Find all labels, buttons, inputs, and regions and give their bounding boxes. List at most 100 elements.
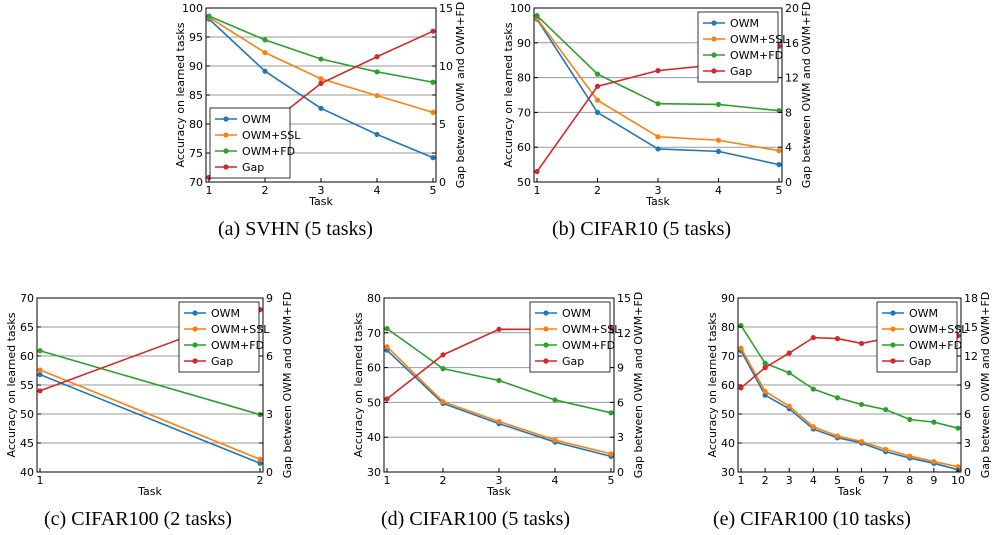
y2-axis-label: Gap between OWM and OWM+FD — [454, 2, 467, 189]
data-point — [907, 453, 913, 459]
y-tick-label: 80 — [189, 118, 203, 131]
data-point — [262, 68, 268, 74]
data-point — [858, 340, 865, 347]
data-point — [262, 37, 268, 43]
data-point — [594, 97, 601, 103]
legend-label: OWM+FD — [562, 339, 615, 352]
series-line-owm-ssl — [39, 369, 261, 460]
y-tick-label: 90 — [189, 60, 203, 73]
y2-tick-label: 16 — [785, 37, 799, 50]
legend-marker — [223, 164, 229, 170]
x-tick-label: 3 — [655, 184, 662, 197]
y-tick-label: 30 — [721, 466, 735, 479]
y2-tick-label: 3 — [266, 408, 273, 421]
legend-label: OWM+SSL — [242, 129, 301, 142]
data-point — [655, 146, 661, 152]
y2-tick-label: 15 — [439, 2, 453, 15]
legend-marker — [223, 116, 229, 122]
data-point — [955, 425, 961, 431]
data-point — [834, 336, 841, 342]
legend-marker — [890, 326, 896, 332]
legend-marker — [543, 358, 549, 364]
x-axis-label: Task — [308, 195, 333, 208]
data-point — [374, 54, 380, 60]
data-point — [907, 416, 913, 423]
x-tick-label: 1 — [738, 474, 745, 487]
legend-marker — [192, 310, 198, 316]
series-line-owm-fd — [39, 350, 261, 416]
y-tick-label: 100 — [182, 2, 203, 15]
data-point — [318, 80, 324, 86]
data-point — [496, 418, 502, 425]
data-point — [440, 352, 446, 358]
data-point — [262, 50, 268, 56]
x-tick-label: 5 — [776, 184, 783, 197]
y-tick-label: 50 — [721, 408, 735, 421]
x-axis-label: Task — [645, 195, 670, 208]
y-tick-label: 70 — [517, 106, 531, 119]
legend-label: OWM+SSL — [730, 33, 789, 46]
data-point — [608, 410, 614, 416]
legend-marker — [192, 326, 198, 332]
legend-label: OWM+FD — [909, 339, 962, 352]
data-point — [534, 13, 540, 19]
data-point — [384, 326, 390, 332]
data-point — [776, 162, 782, 168]
legend-label: OWM+SSL — [211, 323, 270, 336]
data-point — [37, 371, 43, 378]
data-point — [762, 360, 768, 366]
y-tick-label: 80 — [367, 292, 381, 305]
y-tick-label: 30 — [367, 466, 381, 479]
data-point — [534, 168, 540, 175]
data-point — [206, 13, 212, 19]
y-tick-label: 50 — [367, 396, 381, 409]
y2-tick-label: 0 — [785, 176, 792, 189]
x-tick-label: 4 — [374, 184, 381, 197]
x-tick-label: 5 — [608, 474, 615, 487]
legend-marker — [711, 36, 717, 42]
x-tick-label: 4 — [715, 184, 722, 197]
y2-tick-label: 10 — [439, 60, 453, 73]
y2-tick-label: 12 — [785, 72, 799, 85]
y-tick-label: 80 — [721, 321, 735, 334]
y2-tick-label: 5 — [439, 118, 446, 131]
x-tick-label: 9 — [930, 474, 937, 487]
legend-label: Gap — [242, 161, 264, 174]
y-tick-label: 70 — [721, 350, 735, 363]
legend: OWM OWM+SSL OWM+FD Gap — [876, 301, 968, 373]
y-tick-label: 60 — [367, 362, 381, 375]
data-point — [931, 419, 937, 425]
data-point — [955, 464, 961, 470]
y2-tick-label: 9 — [617, 362, 624, 375]
y-tick-label: 100 — [510, 2, 531, 15]
data-point — [440, 366, 446, 372]
series-line-owm-fd — [208, 15, 434, 84]
legend-marker — [890, 310, 896, 316]
y-tick-label: 45 — [20, 437, 34, 450]
x-tick-label: 1 — [534, 184, 541, 197]
y-tick-label: 75 — [189, 147, 203, 160]
y2-tick-label: 9 — [266, 292, 273, 305]
data-point — [496, 326, 502, 332]
data-point — [786, 370, 792, 376]
caption-c: (c) CIFAR100 (2 tasks) — [44, 508, 232, 530]
y-tick-label: 85 — [189, 89, 203, 102]
y-tick-label: 70 — [367, 327, 381, 340]
data-point — [374, 69, 380, 75]
y-tick-label: 65 — [20, 321, 34, 334]
y-tick-label: 60 — [721, 379, 735, 392]
data-point — [738, 385, 744, 391]
data-point — [552, 397, 558, 403]
legend-label: OWM — [211, 307, 240, 320]
legend-label: OWM — [730, 17, 759, 30]
y2-tick-label: 4 — [785, 141, 792, 154]
legend-marker — [223, 148, 229, 154]
legend-marker — [711, 68, 717, 74]
data-point — [883, 446, 889, 452]
data-point — [858, 401, 865, 408]
legend-label: Gap — [730, 65, 752, 78]
y2-axis-label: Gap between OWM and OWM+FD — [632, 292, 645, 479]
